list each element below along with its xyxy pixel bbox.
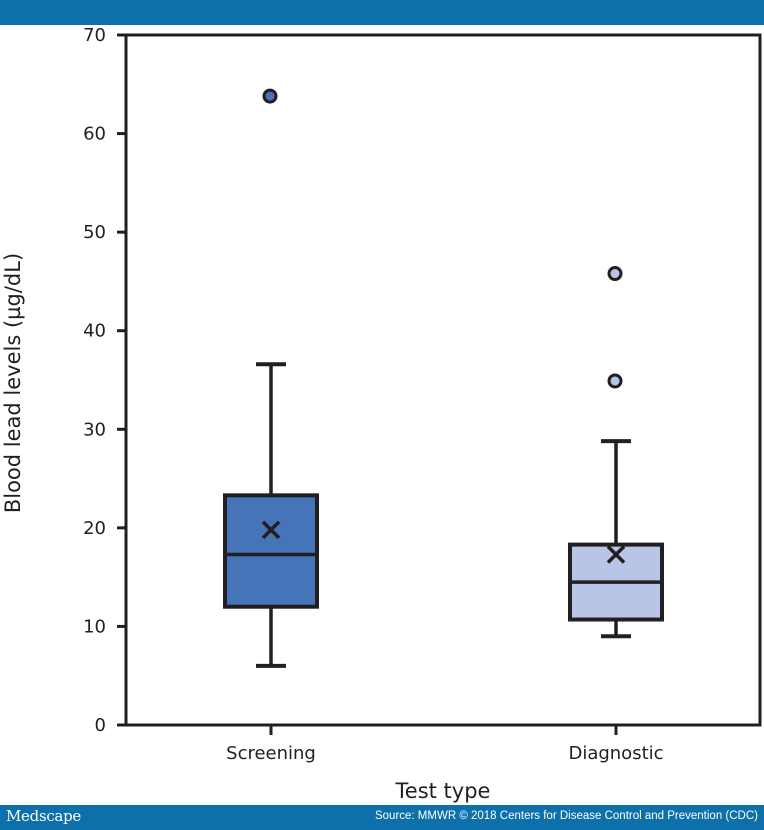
outlier-point bbox=[607, 373, 623, 389]
mean-marker bbox=[261, 520, 281, 540]
medscape-logo[interactable]: Medscape bbox=[6, 807, 81, 825]
y-tick-label: 0 bbox=[95, 715, 106, 736]
box-plot-chart: 0 10 20 30 40 50 60 70 Screening Diagnostic Test t… bbox=[1, 25, 762, 803]
mean-marker bbox=[606, 545, 626, 564]
x-axis-title: Test type bbox=[395, 779, 491, 803]
header-bar bbox=[0, 0, 764, 25]
x-tick-label: Screening bbox=[226, 743, 316, 764]
y-tick-label: 60 bbox=[83, 124, 106, 145]
outlier-point bbox=[262, 88, 278, 104]
y-tick-label: 50 bbox=[83, 222, 106, 243]
y-tick-label: 70 bbox=[83, 25, 106, 46]
plot-frame bbox=[124, 33, 762, 727]
source-credit: Source: MMWR © 2018 Centers for Disease … bbox=[374, 810, 758, 822]
y-tick-label: 40 bbox=[83, 321, 106, 342]
y-tick-label: 30 bbox=[83, 419, 106, 440]
iqr-box bbox=[223, 493, 319, 609]
y-tick-label: 20 bbox=[83, 518, 106, 539]
y-tick-label: 10 bbox=[83, 616, 106, 637]
footer-bar: Medscape Source: MMWR © 2018 Centers for… bbox=[0, 805, 764, 830]
x-tick-label: Diagnostic bbox=[568, 743, 663, 764]
outlier-point bbox=[607, 266, 623, 282]
y-axis-title: Blood lead levels (µg/dL) bbox=[1, 253, 25, 513]
